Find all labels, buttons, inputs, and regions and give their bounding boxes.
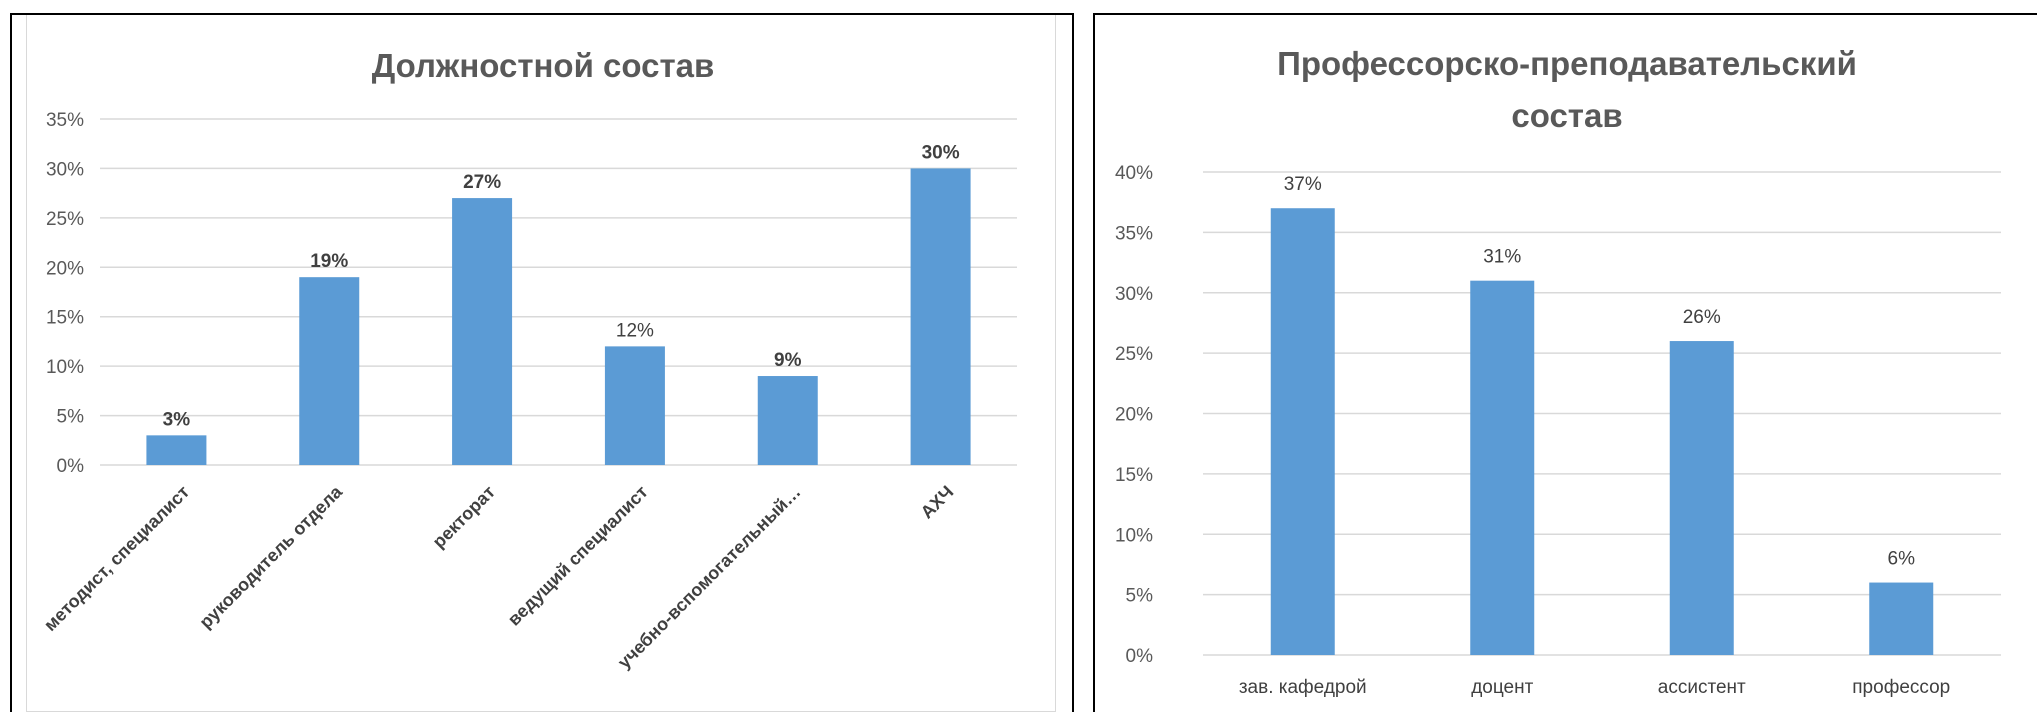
x-tick-label: доцент: [1471, 677, 1533, 698]
bar: [1470, 280, 1535, 655]
y-tick-label: 20%: [1115, 405, 1153, 426]
x-tick-label: профессор: [1852, 677, 1950, 698]
chart-title-line-2: состав: [1511, 97, 1622, 134]
chart-panel-staff: Должностной состав 0% 5% 10% 15% 20% 25% 30% 35%…: [10, 13, 1074, 712]
y-tick-label: 10%: [46, 357, 84, 378]
y-tick-label: 30%: [1115, 284, 1153, 305]
y-tick-label: 5%: [57, 407, 85, 428]
bar: [299, 277, 360, 465]
y-tick-label: 15%: [46, 308, 84, 329]
data-label: 19%: [310, 251, 348, 272]
x-tick-label: ассистент: [1658, 677, 1746, 698]
data-label: 31%: [1483, 247, 1521, 268]
y-tick-label: 25%: [46, 209, 84, 230]
bar: [910, 168, 971, 465]
y-tick-label: 20%: [46, 258, 84, 279]
x-tick-label: ведущий специалист: [504, 482, 652, 630]
bar: [604, 346, 665, 465]
chart-title: Должностной состав: [372, 47, 715, 84]
data-label: 6%: [1888, 549, 1916, 570]
bar: [1669, 341, 1734, 655]
x-tick-label: руководитель отдела: [195, 481, 346, 632]
data-label: 3%: [163, 409, 191, 430]
bar: [1270, 208, 1335, 655]
x-tick-label: зав. кафедрой: [1239, 677, 1367, 698]
data-label: 12%: [616, 320, 654, 341]
y-tick-label: 30%: [46, 159, 84, 180]
bar: [146, 435, 207, 465]
data-label: 26%: [1683, 307, 1721, 328]
x-tick-label: АХЧ: [917, 482, 958, 523]
y-tick-label: 5%: [1126, 586, 1154, 607]
x-tick-label: ректорат: [429, 482, 499, 552]
y-tick-label: 25%: [1115, 344, 1153, 365]
bar: [452, 198, 513, 466]
faculty-bar-chart: Профессорско-преподавательский состав 0% 5%…: [1115, 45, 2001, 698]
y-tick-label: 35%: [46, 110, 84, 131]
y-tick-label: 35%: [1115, 223, 1153, 244]
y-tick-label: 0%: [1126, 646, 1154, 667]
x-tick-label: учебно-вспомогательный…: [614, 482, 805, 673]
data-label: 37%: [1284, 174, 1322, 195]
y-tick-label: 0%: [57, 456, 85, 477]
x-tick-label: методист, специалист: [40, 482, 193, 635]
chart-title-line-1: Профессорско-преподавательский: [1277, 45, 1857, 82]
data-label: 30%: [922, 142, 960, 163]
data-label: 27%: [463, 172, 501, 193]
bar: [1869, 582, 1934, 655]
data-label: 9%: [774, 350, 802, 371]
staff-bar-chart: Должностной состав 0% 5% 10% 15% 20% 25% 30% 35%…: [40, 47, 1017, 673]
y-tick-label: 15%: [1115, 465, 1153, 486]
y-tick-label: 10%: [1115, 525, 1153, 546]
y-tick-label: 40%: [1115, 163, 1153, 184]
bar: [757, 376, 818, 465]
chart-panel-faculty: Профессорско-преподавательский состав 0% 5%…: [1093, 13, 2037, 712]
